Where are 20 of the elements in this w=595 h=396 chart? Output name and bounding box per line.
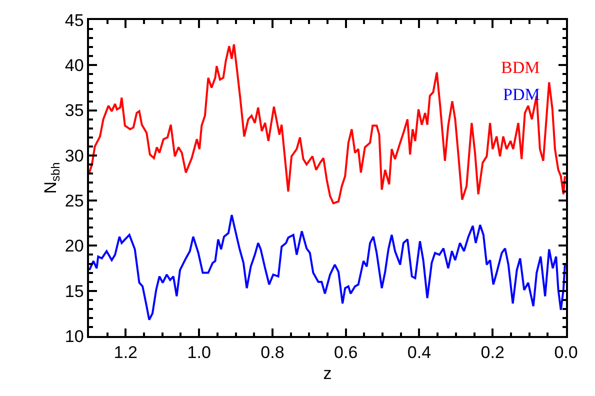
y-tick-label: 35 [64,101,84,120]
x-tick-label: 0.8 [260,343,284,362]
y-tick-label: 40 [64,56,84,76]
y-tick-label: 15 [64,282,84,301]
x-tick-label: 0.2 [480,343,504,362]
x-tick-label: 0.4 [407,343,432,362]
series-label: BDM [501,58,540,77]
x-tick-label: 1.0 [187,343,211,362]
line-series [89,214,566,321]
line-series [89,43,566,204]
y-tick-label: 20 [64,236,84,256]
x-axis-title: z [323,364,332,384]
y-tick-label: 25 [64,192,84,211]
y-tick-label: 10 [64,326,84,346]
x-tick-label: 1.2 [114,343,138,362]
x-tick-label: 0.0 [554,343,578,362]
x-tick-label: 0.6 [334,343,358,362]
y-tick-label: 30 [64,146,84,166]
y-tick-label: 45 [64,10,84,30]
text: PDM [503,85,540,104]
